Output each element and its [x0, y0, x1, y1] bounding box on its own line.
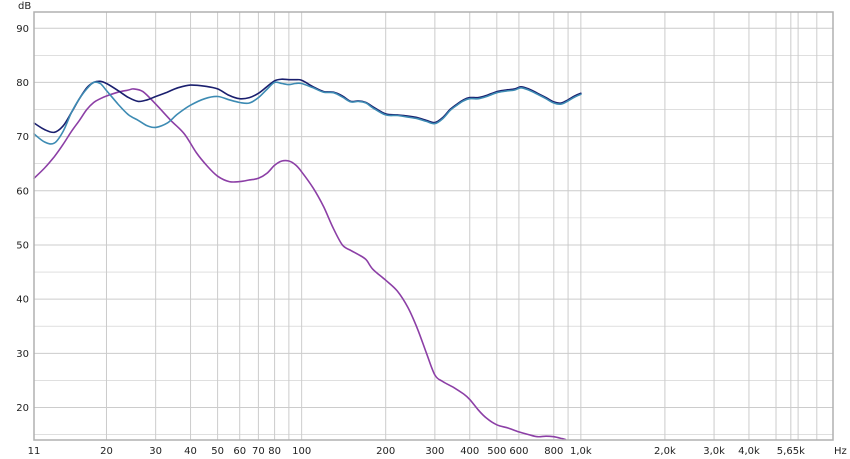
- plot-frame: [33, 11, 834, 441]
- x-tick-label: 800: [544, 446, 563, 457]
- x-tick-label: 600: [509, 446, 528, 457]
- x-tick-label: 4,0k: [738, 446, 760, 457]
- x-tick-label: 1,0k: [570, 446, 592, 457]
- grid-layer: [33, 12, 833, 440]
- x-tick-label: 100: [292, 446, 311, 457]
- y-axis-unit: dB: [18, 1, 31, 12]
- series-line-3: [33, 81, 582, 145]
- y-tick-label: 40: [16, 295, 29, 306]
- x-axis-unit: Hz: [834, 446, 847, 457]
- x-tick-label: 400: [460, 446, 479, 457]
- x-tick-label: 20: [100, 446, 113, 457]
- y-tick-label: 80: [16, 78, 29, 89]
- x-tick-label: 60: [233, 446, 246, 457]
- x-tick-label: 80: [268, 446, 281, 457]
- series-line-1: [33, 88, 567, 441]
- y-tick-label: 50: [16, 240, 29, 251]
- x-tick-label: 500: [487, 446, 506, 457]
- series-layer: [33, 78, 582, 441]
- x-tick-label: 50: [211, 446, 224, 457]
- x-tick-label: 70: [252, 446, 265, 457]
- x-tick-label: 2,0k: [654, 446, 676, 457]
- x-tick-label: 30: [149, 446, 162, 457]
- y-tick-labels: 20 30 40 50 60 70 80 90: [16, 24, 29, 414]
- y-tick-label: 30: [16, 349, 29, 360]
- y-tick-label: 90: [16, 24, 29, 35]
- x-tick-labels: 11 20 30 40 50 60 70 80 100 200 300 400 500 600 800 1,0…: [28, 446, 805, 457]
- x-tick-label: 40: [184, 446, 197, 457]
- x-tick-label: 3,0k: [703, 446, 725, 457]
- x-tick-label: 11: [28, 446, 41, 457]
- y-tick-label: 70: [16, 132, 29, 143]
- y-tick-label: 20: [16, 403, 29, 414]
- y-tick-label: 60: [16, 186, 29, 197]
- x-tick-label: 5,65k: [777, 446, 805, 457]
- x-tick-label: 300: [425, 446, 444, 457]
- x-tick-label: 200: [376, 446, 395, 457]
